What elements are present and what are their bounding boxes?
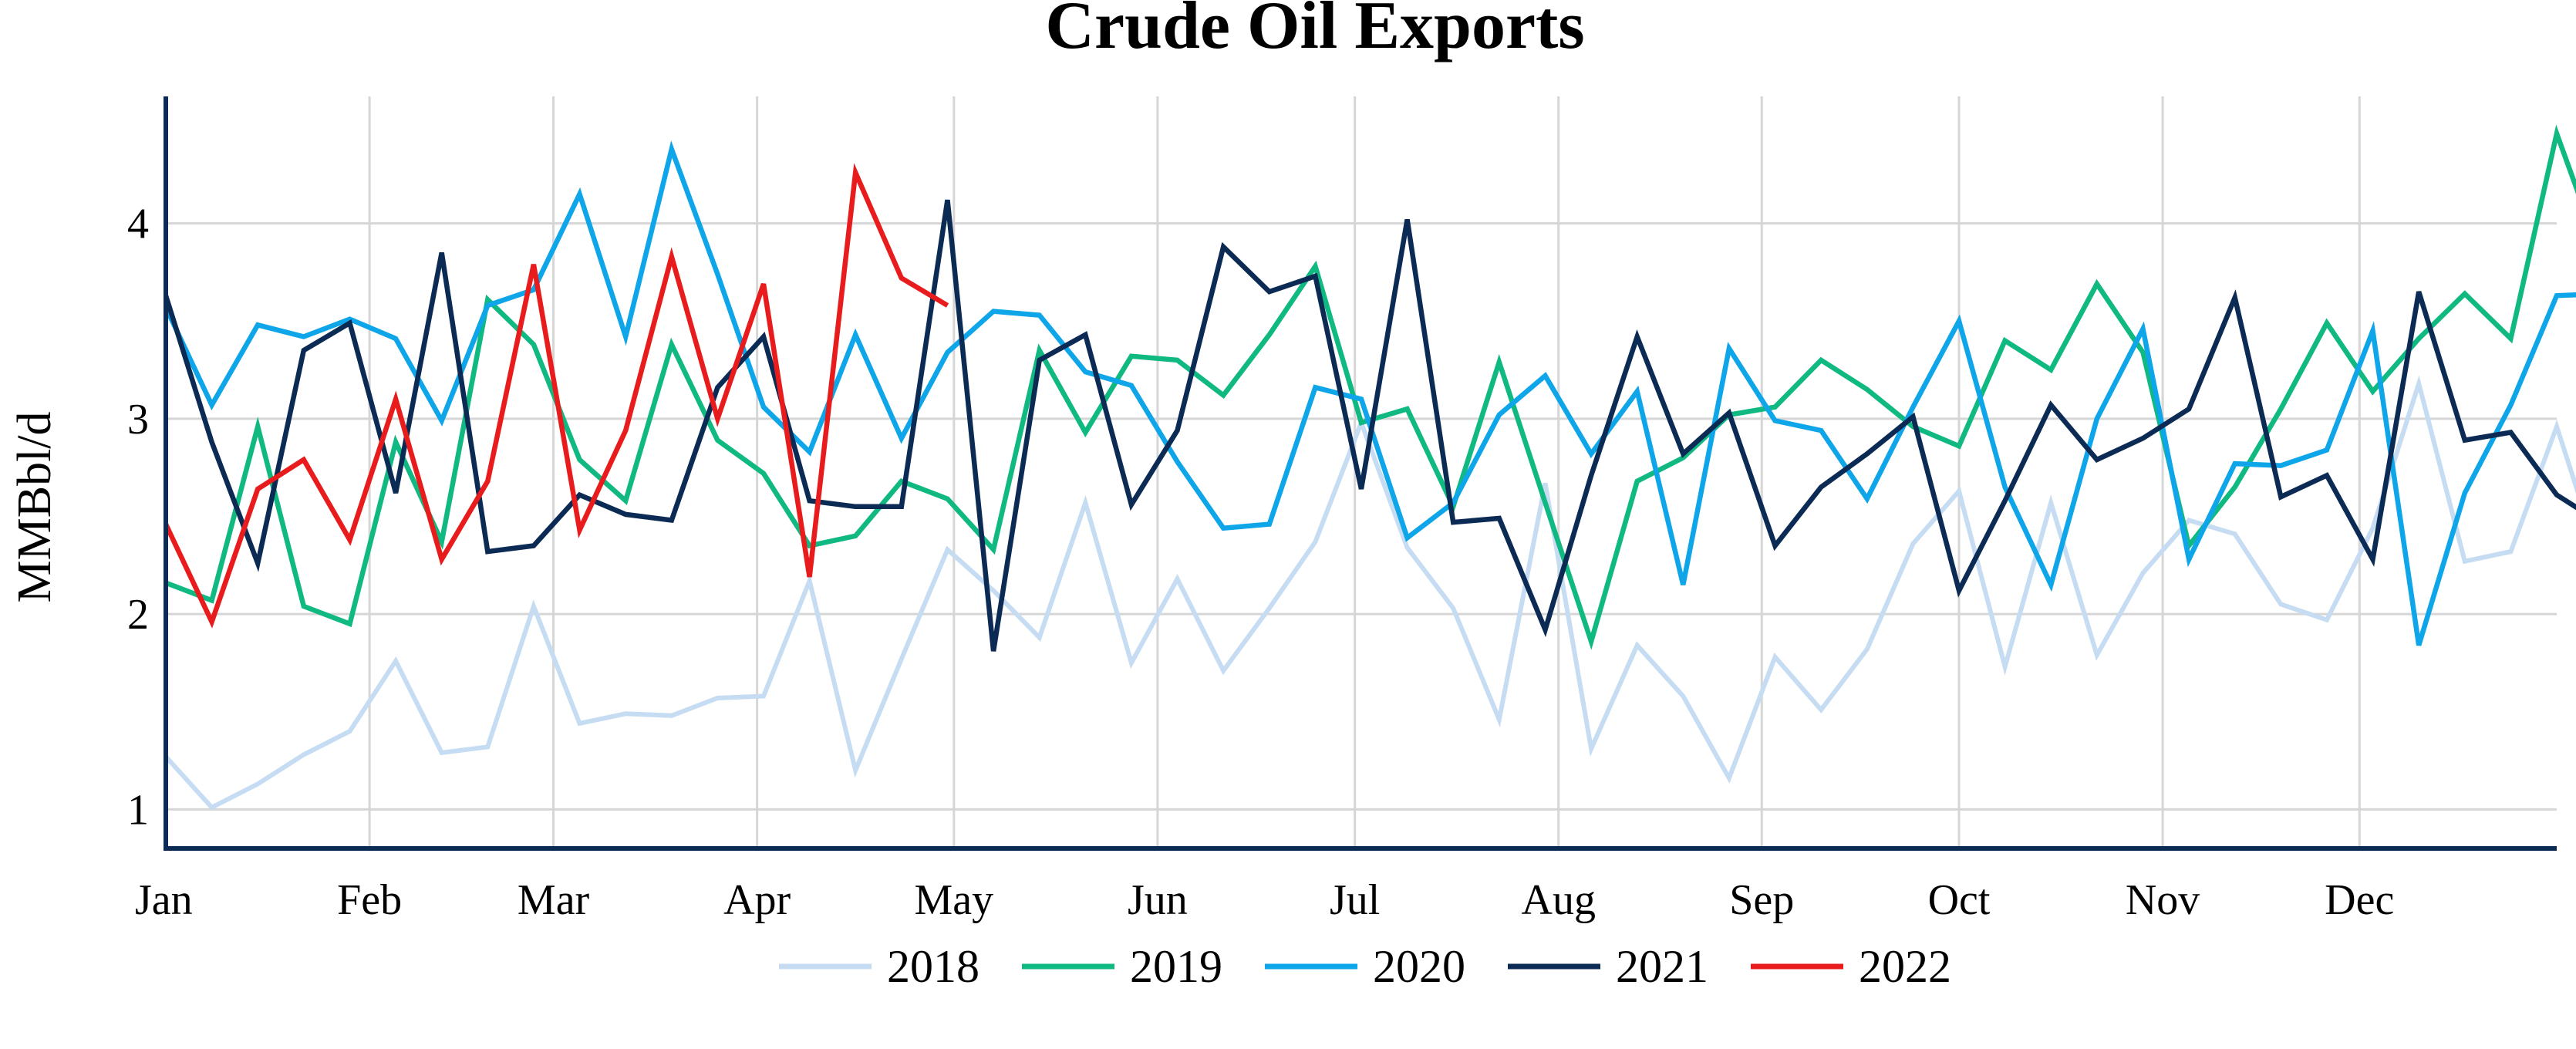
series-line-2022 bbox=[164, 163, 949, 629]
chart-title: Crude Oil Exports bbox=[1045, 0, 1584, 63]
y-tick-label: 2 bbox=[127, 591, 149, 639]
series-line-2019 bbox=[164, 124, 2576, 650]
tick-labels: 1 2 3 4 Jan Feb Mar Apr May Jun Jul Aug Sep Oct Nov Dec bbox=[127, 201, 2394, 924]
legend-label-2019: 2019 bbox=[1130, 941, 1222, 992]
x-tick-label-feb: Feb bbox=[337, 876, 402, 924]
x-tick-label-may: May bbox=[914, 876, 993, 924]
y-axis-title: MMBbl/d bbox=[8, 411, 61, 602]
legend-label-2020: 2020 bbox=[1373, 941, 1465, 992]
series-line-2020 bbox=[164, 140, 2576, 646]
x-tick-label-jan: Jan bbox=[135, 876, 193, 924]
legend-label-2021: 2021 bbox=[1616, 941, 1708, 992]
legend: 2018 2019 2020 2021 2022 bbox=[779, 941, 1951, 992]
x-tick-label-mar: Mar bbox=[518, 876, 590, 924]
series-lines bbox=[163, 124, 2576, 811]
x-tick-label-aug: Aug bbox=[1522, 876, 1596, 924]
x-tick-label-apr: Apr bbox=[723, 876, 791, 924]
series-line-2021 bbox=[163, 199, 2576, 652]
legend-label-2022: 2022 bbox=[1859, 941, 1951, 992]
x-tick-label-nov: Nov bbox=[2126, 876, 2200, 924]
legend-label-2018: 2018 bbox=[887, 941, 979, 992]
y-tick-label: 1 bbox=[127, 786, 149, 834]
x-tick-label-oct: Oct bbox=[1928, 876, 1991, 924]
x-tick-label-jul: Jul bbox=[1330, 876, 1380, 924]
series-line-2018 bbox=[164, 375, 2576, 811]
x-tick-label-dec: Dec bbox=[2325, 876, 2394, 924]
x-tick-label-sep: Sep bbox=[1729, 876, 1794, 924]
axes bbox=[164, 96, 2557, 851]
y-tick-label: 4 bbox=[127, 201, 149, 248]
gridlines bbox=[166, 96, 2557, 848]
x-tick-label-jun: Jun bbox=[1128, 876, 1188, 924]
y-tick-label: 3 bbox=[127, 396, 149, 444]
